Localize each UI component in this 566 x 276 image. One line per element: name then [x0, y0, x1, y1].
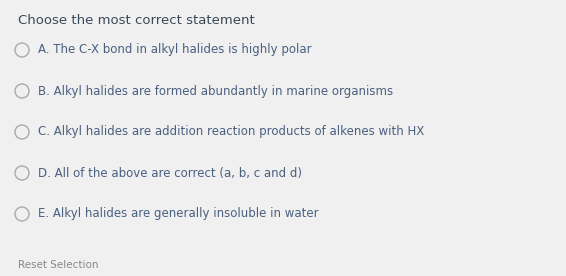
Text: B. Alkyl halides are formed abundantly in marine organisms: B. Alkyl halides are formed abundantly i…: [38, 84, 393, 97]
Text: Reset Selection: Reset Selection: [18, 260, 98, 270]
Text: A. The C-X bond in alkyl halides is highly polar: A. The C-X bond in alkyl halides is high…: [38, 44, 312, 57]
Text: Choose the most correct statement: Choose the most correct statement: [18, 14, 255, 27]
Text: C. Alkyl halides are addition reaction products of alkenes with HX: C. Alkyl halides are addition reaction p…: [38, 126, 425, 139]
Text: E. Alkyl halides are generally insoluble in water: E. Alkyl halides are generally insoluble…: [38, 208, 319, 221]
Text: D. All of the above are correct (a, b, c and d): D. All of the above are correct (a, b, c…: [38, 166, 302, 179]
